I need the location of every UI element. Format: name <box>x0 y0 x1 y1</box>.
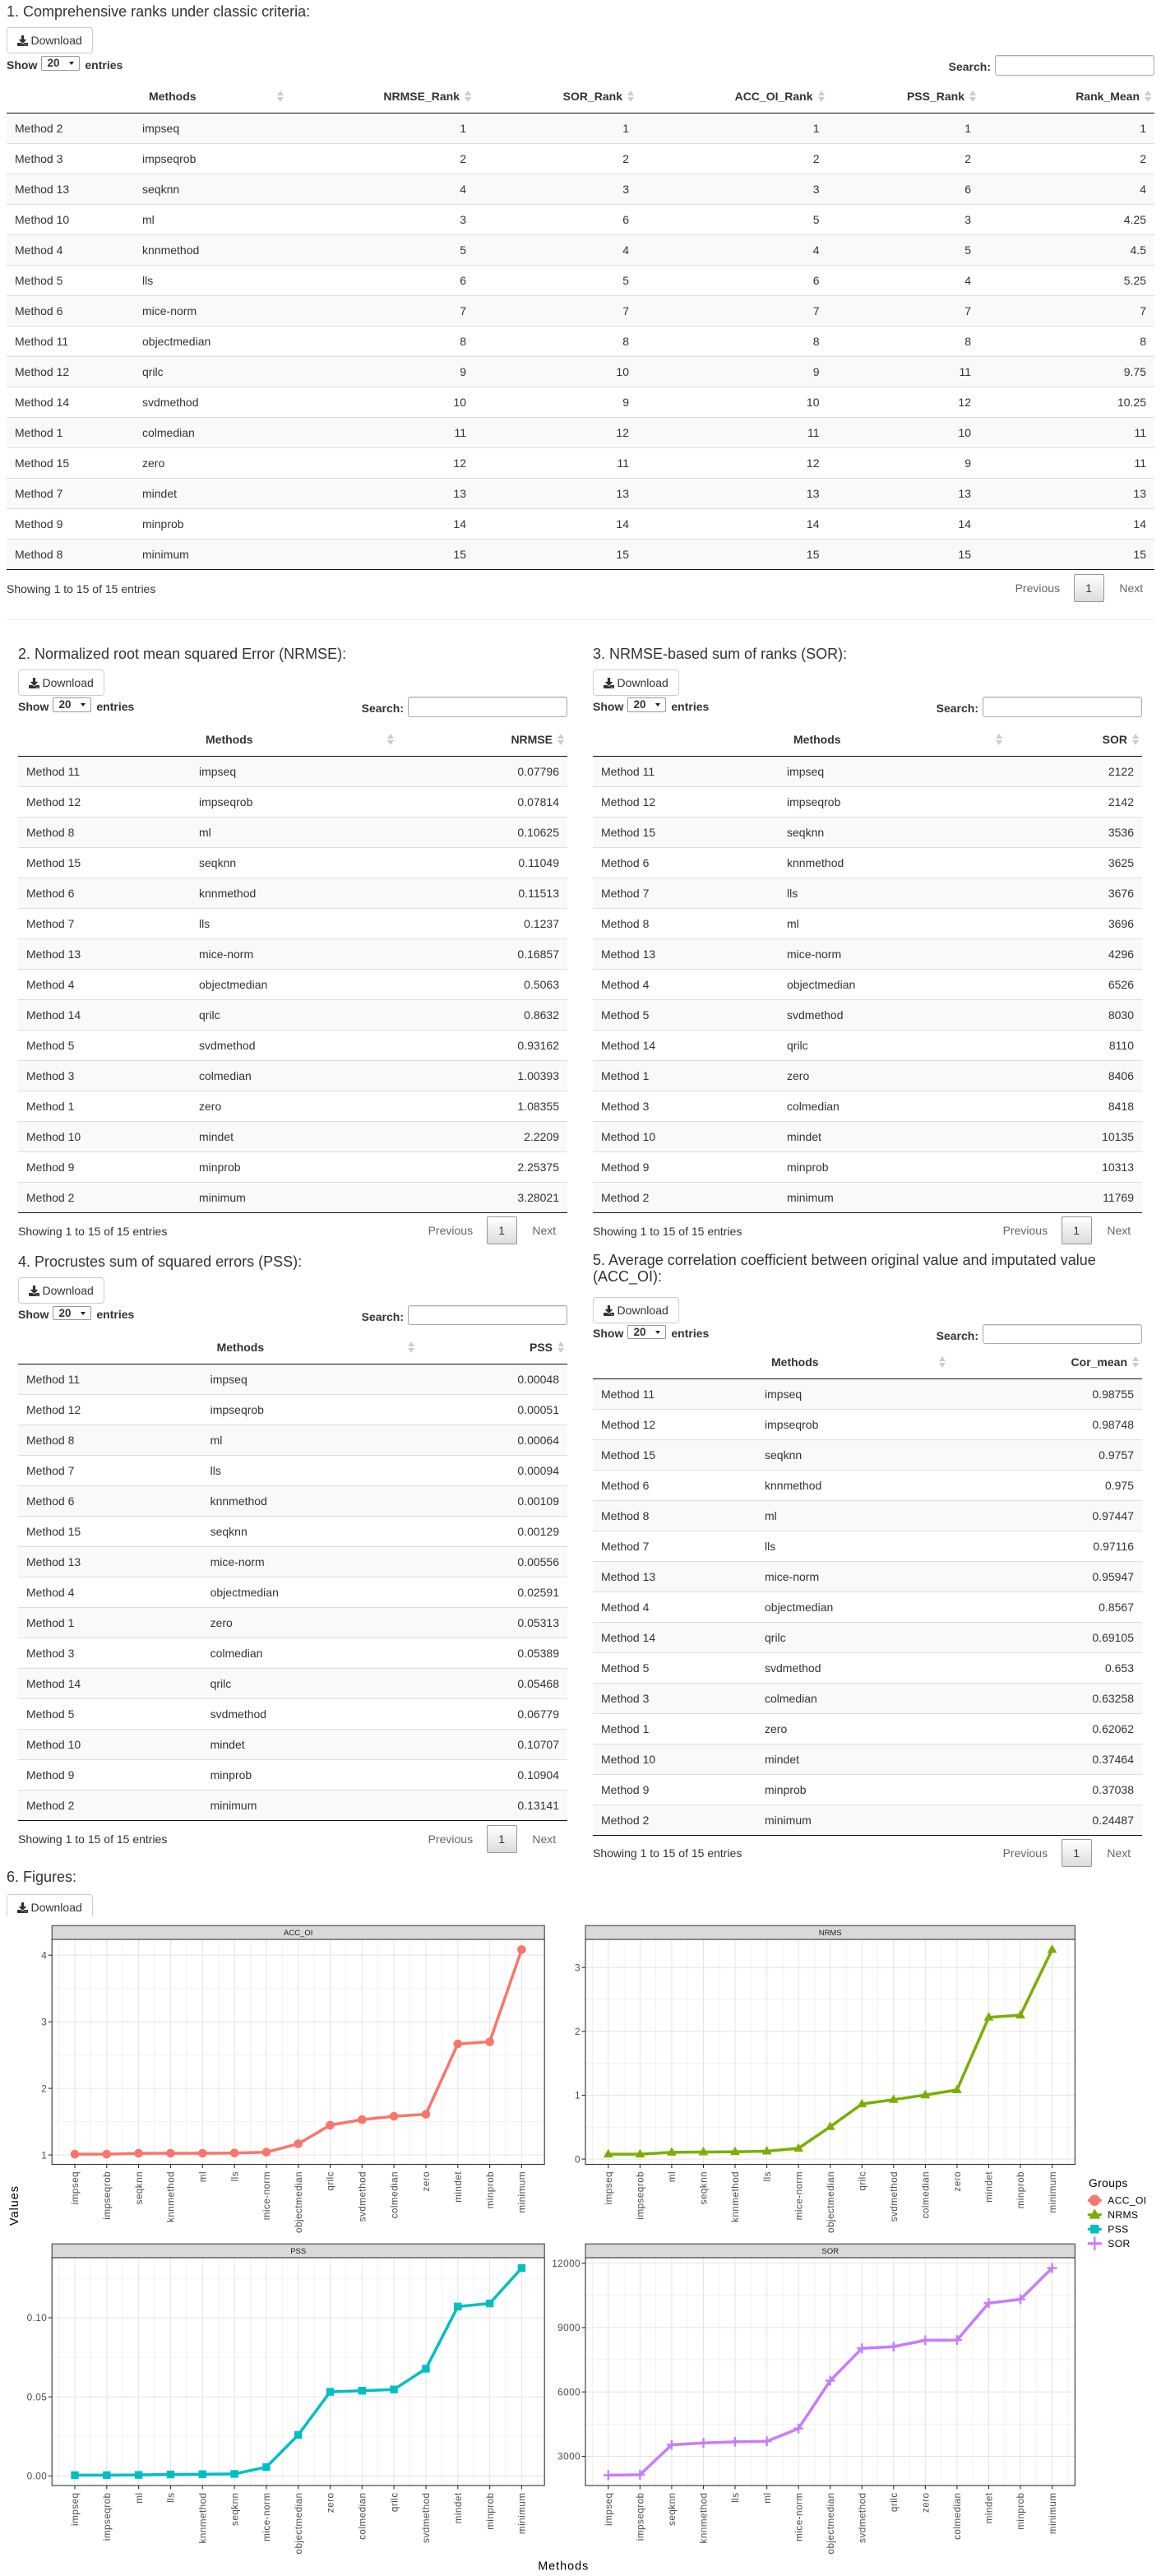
svg-text:colmedian: colmedian <box>388 2171 400 2218</box>
svg-text:lls: lls <box>729 2493 741 2503</box>
svg-text:impseq: impseq <box>69 2171 81 2204</box>
svg-text:0: 0 <box>575 2153 580 2165</box>
svg-text:6000: 6000 <box>557 2386 580 2398</box>
svg-text:mice-norm: mice-norm <box>261 2171 272 2220</box>
svg-text:mindet: mindet <box>983 2171 995 2203</box>
svg-text:SOR: SOR <box>1108 2238 1130 2249</box>
svg-text:9000: 9000 <box>557 2322 580 2333</box>
svg-text:lls: lls <box>761 2171 773 2181</box>
svg-text:2: 2 <box>575 2026 580 2037</box>
svg-text:seqknn: seqknn <box>229 2493 240 2526</box>
svg-text:colmedian: colmedian <box>951 2493 963 2540</box>
svg-text:impseqrob: impseqrob <box>635 2171 646 2220</box>
svg-text:ml: ml <box>761 2493 773 2504</box>
svg-text:0.05: 0.05 <box>27 2391 48 2402</box>
svg-text:ACC_OI: ACC_OI <box>1108 2195 1146 2207</box>
svg-text:lls: lls <box>229 2171 240 2181</box>
svg-text:NRMS: NRMS <box>819 1929 842 1938</box>
svg-text:minprob: minprob <box>484 2492 496 2529</box>
svg-text:3: 3 <box>575 1962 580 1973</box>
svg-text:minimum: minimum <box>1047 2493 1058 2535</box>
svg-text:ml: ml <box>197 2171 209 2182</box>
svg-text:seqknn: seqknn <box>698 2171 710 2204</box>
svg-text:mice-norm: mice-norm <box>261 2493 272 2541</box>
svg-text:colmedian: colmedian <box>357 2493 368 2540</box>
svg-text:objectmedian: objectmedian <box>825 2493 836 2555</box>
svg-text:minprob: minprob <box>1015 2492 1026 2529</box>
svg-text:12000: 12000 <box>552 2258 580 2269</box>
svg-text:3: 3 <box>41 2016 47 2027</box>
svg-text:impseq: impseq <box>69 2493 81 2526</box>
svg-text:objectmedian: objectmedian <box>825 2171 836 2233</box>
svg-text:seqknn: seqknn <box>133 2171 145 2204</box>
svg-text:mice-norm: mice-norm <box>793 2493 804 2541</box>
svg-text:ACC_OI: ACC_OI <box>284 1929 312 1938</box>
svg-text:colmedian: colmedian <box>920 2171 932 2218</box>
svg-text:PSS: PSS <box>290 2247 306 2256</box>
svg-text:minprob: minprob <box>1015 2171 1026 2208</box>
svg-text:qrilc: qrilc <box>388 2493 400 2513</box>
svg-text:2: 2 <box>41 2083 47 2094</box>
svg-text:knnmethod: knnmethod <box>729 2171 741 2222</box>
svg-text:0.00: 0.00 <box>27 2471 48 2482</box>
svg-text:ml: ml <box>133 2493 145 2504</box>
svg-text:qrilc: qrilc <box>857 2171 868 2191</box>
svg-text:qrilc: qrilc <box>888 2493 900 2513</box>
svg-text:0.10: 0.10 <box>27 2312 48 2323</box>
svg-text:knnmethod: knnmethod <box>698 2493 710 2544</box>
svg-text:4: 4 <box>41 1949 47 1961</box>
svg-text:seqknn: seqknn <box>666 2493 678 2526</box>
svg-text:SOR: SOR <box>821 2247 839 2256</box>
svg-text:impseqrob: impseqrob <box>101 2171 113 2220</box>
svg-text:Methods: Methods <box>538 2560 589 2574</box>
svg-text:svdmethod: svdmethod <box>357 2171 368 2222</box>
svg-text:zero: zero <box>420 2171 432 2192</box>
svg-text:zero: zero <box>951 2171 963 2192</box>
svg-text:svdmethod: svdmethod <box>888 2171 900 2222</box>
svg-text:impseqrob: impseqrob <box>101 2492 113 2541</box>
svg-text:1: 1 <box>575 2090 580 2101</box>
svg-text:Groups: Groups <box>1089 2177 1128 2189</box>
svg-text:impseq: impseq <box>603 2171 614 2204</box>
svg-text:mice-norm: mice-norm <box>793 2171 804 2220</box>
svg-text:lls: lls <box>165 2493 177 2503</box>
svg-text:ml: ml <box>666 2171 678 2182</box>
svg-text:qrilc: qrilc <box>325 2171 336 2191</box>
svg-text:minimum: minimum <box>1047 2171 1058 2213</box>
svg-text:svdmethod: svdmethod <box>857 2493 868 2543</box>
svg-text:Values: Values <box>8 2185 21 2226</box>
svg-text:knnmethod: knnmethod <box>197 2493 209 2544</box>
svg-text:zero: zero <box>920 2492 932 2513</box>
svg-text:3000: 3000 <box>557 2451 580 2462</box>
svg-text:PSS: PSS <box>1108 2224 1128 2235</box>
svg-text:minimum: minimum <box>516 2493 528 2535</box>
svg-text:minprob: minprob <box>484 2171 496 2208</box>
svg-text:mindet: mindet <box>452 2171 464 2203</box>
svg-text:svdmethod: svdmethod <box>420 2493 432 2543</box>
svg-text:mindet: mindet <box>983 2492 995 2523</box>
svg-text:objectmedian: objectmedian <box>293 2493 304 2555</box>
svg-text:1: 1 <box>41 2149 47 2161</box>
svg-text:impseqrob: impseqrob <box>635 2492 646 2541</box>
svg-text:knnmethod: knnmethod <box>165 2171 177 2222</box>
svg-text:NRMS: NRMS <box>1108 2209 1138 2221</box>
svg-text:objectmedian: objectmedian <box>293 2171 304 2233</box>
svg-text:zero: zero <box>325 2492 336 2513</box>
svg-text:minimum: minimum <box>516 2171 528 2213</box>
svg-text:mindet: mindet <box>452 2492 464 2523</box>
svg-text:impseq: impseq <box>603 2493 614 2526</box>
